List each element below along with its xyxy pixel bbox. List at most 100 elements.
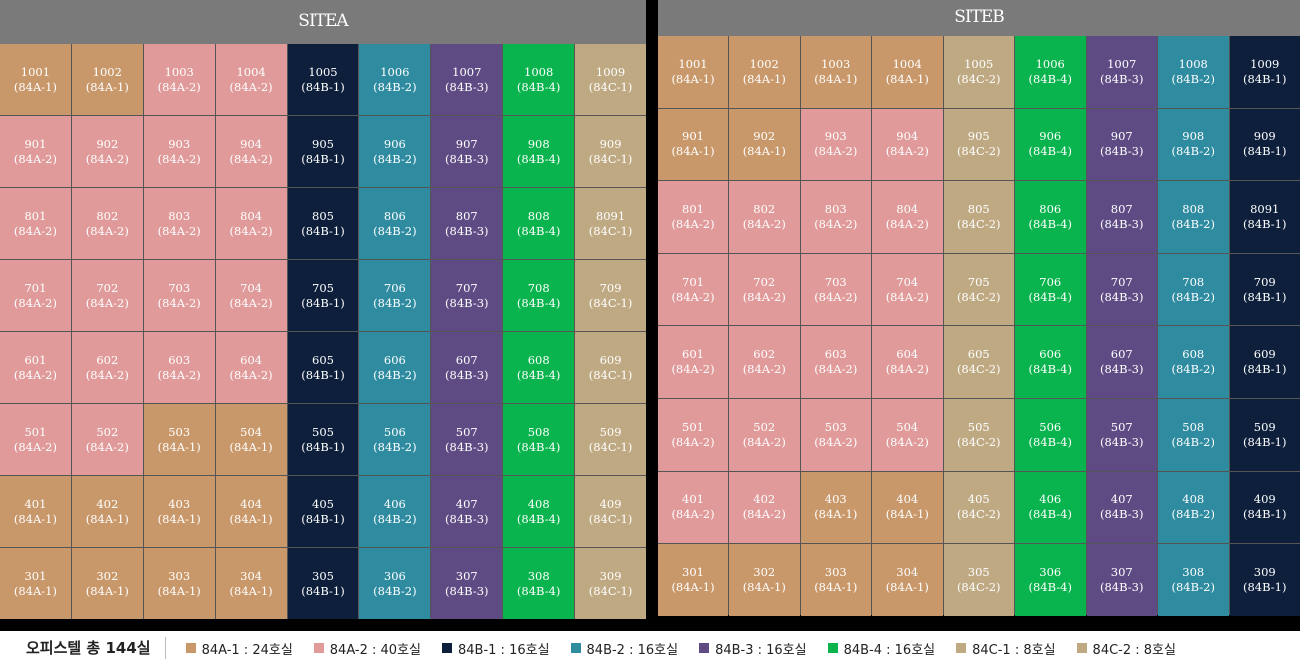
- unit-number: 408: [527, 496, 550, 511]
- legend-total: 오피스텔 총 144실: [0, 637, 166, 659]
- unit-number: 1005: [308, 64, 338, 79]
- unit-number: 1008: [524, 64, 554, 79]
- unit-number: 507: [455, 424, 478, 439]
- unit-cell: 804 (84A-2): [215, 188, 287, 259]
- unit-number: 601: [682, 347, 704, 362]
- unit-cell: 909 (84B-1): [1229, 108, 1300, 181]
- unit-number: 405: [312, 496, 334, 511]
- unit-type: (84B-1): [1243, 289, 1287, 304]
- unit-cell: 801 (84A-2): [0, 188, 71, 259]
- unit-type: (84A-2): [13, 367, 57, 382]
- unit-number: 309: [1253, 564, 1276, 579]
- unit-type: (84B-4): [1028, 507, 1072, 522]
- unit-cell: 406 (84B-4): [1015, 471, 1086, 544]
- unit-cell: 509 (84C-1): [575, 404, 646, 475]
- unit-cell: 404 (84A-1): [872, 471, 943, 544]
- unit-cell: 908 (84B-2): [1158, 108, 1229, 181]
- unit-number: 1003: [821, 56, 851, 71]
- unit-cell: 308 (84B-2): [1158, 544, 1229, 616]
- unit-number: 509: [1253, 419, 1276, 434]
- unit-number: 405: [967, 492, 990, 507]
- unit-type: (84A-1): [85, 583, 129, 598]
- unit-type: (84C-2): [956, 507, 1001, 522]
- unit-number: 1003: [164, 64, 194, 79]
- unit-number: 302: [753, 564, 776, 579]
- unit-number: 407: [1110, 492, 1133, 507]
- unit-type: (84B-4): [1028, 216, 1072, 231]
- unit-type: (84B-4): [516, 79, 561, 94]
- unit-cell: 304 (84A-1): [215, 548, 287, 619]
- unit-type: (84B-2): [1171, 289, 1215, 304]
- unit-cell: 705 (84C-2): [943, 253, 1014, 326]
- unit-type: (84B-3): [445, 367, 489, 382]
- unit-type: (84B-3): [445, 223, 489, 238]
- unit-number: 402: [753, 492, 776, 507]
- legend-item: 84A-1 : 24호실: [185, 639, 293, 658]
- unit-number: 701: [24, 280, 47, 295]
- unit-cell: 307 (84B-3): [1086, 544, 1157, 616]
- unit-cell: 309 (84C-1): [575, 548, 646, 619]
- unit-type: (84A-2): [157, 151, 201, 166]
- unit-cell: 907 (84B-3): [431, 116, 503, 187]
- unit-type: (84B-3): [1100, 579, 1144, 594]
- unit-number: 908: [1182, 129, 1205, 144]
- unit-number: 808: [1182, 201, 1205, 216]
- unit-type: (84C-2): [956, 579, 1001, 594]
- legend-swatch-icon: [442, 643, 452, 653]
- unit-cell: 505 (84B-1): [287, 404, 359, 475]
- unit-type: (84B-2): [1171, 507, 1215, 522]
- unit-type: (84B-4): [1028, 579, 1072, 594]
- unit-number: 901: [682, 129, 704, 144]
- unit-type: (84B-2): [1171, 71, 1215, 86]
- unit-number: 707: [455, 280, 478, 295]
- unit-number: 408: [1182, 492, 1205, 507]
- unit-cell: 701 (84A-2): [0, 260, 71, 331]
- unit-type: (84C-1): [588, 367, 633, 382]
- site-a-grid: 1001 (84A-1) 1002 (84A-1) 1003 (84A-2) 1004 (84…: [0, 44, 646, 619]
- unit-cell: 805 (84C-2): [943, 181, 1014, 253]
- unit-cell: 501 (84A-2): [0, 404, 71, 475]
- legend-item: 84B-3 : 16호실: [699, 639, 807, 658]
- unit-number: 702: [753, 274, 776, 289]
- unit-number: 403: [168, 496, 191, 511]
- unit-type: (84B-3): [1100, 289, 1144, 304]
- unit-type: (84B-1): [1243, 71, 1287, 86]
- unit-type: (84A-2): [671, 434, 715, 449]
- unit-number: 706: [1039, 274, 1062, 289]
- unit-cell: 305 (84C-2): [943, 544, 1014, 616]
- unit-type: (84A-2): [885, 289, 929, 304]
- unit-type: (84A-2): [671, 289, 715, 304]
- unit-number: 904: [896, 129, 919, 144]
- unit-type: (84C-1): [588, 439, 633, 454]
- unit-type: (84A-2): [742, 289, 786, 304]
- unit-cell: 408 (84B-2): [1158, 471, 1229, 544]
- unit-type: (84B-1): [301, 151, 345, 166]
- unit-type: (84B-4): [1028, 362, 1072, 377]
- unit-type: (84A-1): [229, 511, 273, 526]
- unit-cell: 707 (84B-3): [431, 260, 503, 331]
- unit-cell: 508 (84B-2): [1158, 398, 1229, 471]
- unit-number: 704: [896, 274, 919, 289]
- unit-cell: 308 (84B-4): [503, 548, 575, 619]
- unit-type: (84B-1): [1243, 507, 1287, 522]
- unit-type: (84B-2): [373, 223, 417, 238]
- unit-number: 602: [753, 347, 776, 362]
- unit-number: 704: [240, 280, 263, 295]
- unit-cell: 508 (84B-4): [503, 404, 575, 475]
- unit-number: 906: [1039, 129, 1062, 144]
- unit-type: (84B-3): [1100, 216, 1144, 231]
- unit-cell: 402 (84A-2): [729, 471, 800, 544]
- unit-cell: 306 (84B-4): [1015, 544, 1086, 616]
- unit-number: 606: [383, 352, 406, 367]
- unit-type: (84B-2): [373, 439, 417, 454]
- unit-type: (84A-2): [85, 151, 129, 166]
- unit-number: 606: [1039, 347, 1062, 362]
- unit-cell: 709 (84B-1): [1229, 253, 1300, 326]
- unit-cell: 1005 (84C-2): [943, 36, 1014, 108]
- legend-label: 84A-2 : 40호실: [329, 642, 421, 658]
- unit-type: (84B-4): [1028, 289, 1072, 304]
- unit-number: 501: [24, 424, 47, 439]
- unit-type: (84A-2): [814, 144, 858, 159]
- unit-number: 908: [527, 136, 550, 151]
- unit-type: (84B-1): [1243, 362, 1287, 377]
